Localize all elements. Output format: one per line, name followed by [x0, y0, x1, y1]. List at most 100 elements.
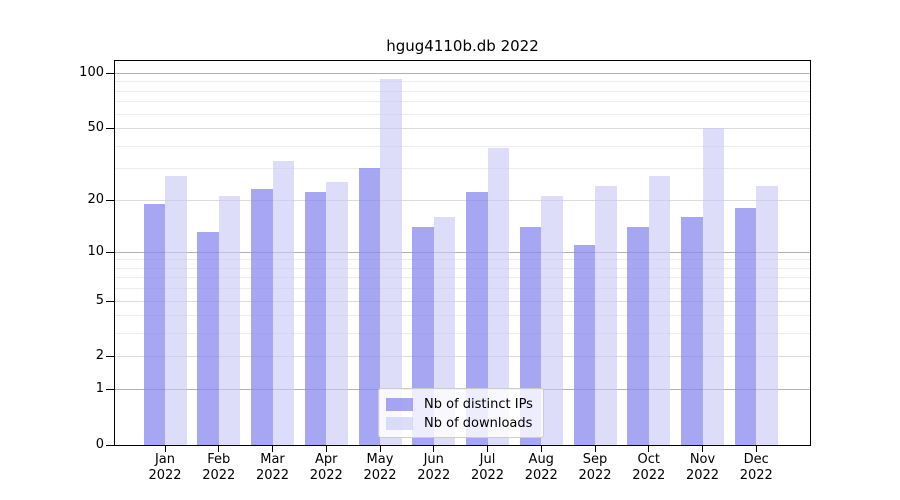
- x-tick-label-may: May: [366, 452, 394, 467]
- x-tick-label-aug: Aug: [528, 452, 554, 467]
- bar-downloads-dec: [756, 185, 778, 445]
- bar-downloads-jun: [433, 216, 456, 445]
- legend-swatch-distinct-ips: [386, 398, 413, 411]
- x-tick: [379, 446, 381, 452]
- x-tick-label-mar: Mar: [260, 452, 285, 467]
- x-tick: [755, 446, 757, 452]
- bar-distinct-ips-may: [358, 168, 380, 445]
- bar-downloads-feb: [218, 195, 241, 445]
- gridline-major: [115, 199, 810, 201]
- gridline-minor: [115, 333, 810, 335]
- x-tick-year-feb: 2022: [202, 468, 236, 483]
- x-tick-year-dec: 2022: [739, 468, 773, 483]
- x-tick-label-feb: Feb: [207, 452, 231, 467]
- x-tick-year-jul: 2022: [470, 468, 505, 483]
- y-tick-label: 20: [87, 191, 104, 207]
- bar-downloads-mar: [272, 160, 294, 445]
- gridline-minor: [115, 101, 810, 103]
- bar-downloads-oct: [648, 176, 671, 445]
- x-tick-year-jan: 2022: [148, 468, 182, 483]
- y-tick-label: 1: [95, 381, 104, 397]
- x-tick-label-nov: Nov: [689, 452, 716, 467]
- plot-area: Nb of distinct IPs Nb of downloads: [114, 60, 811, 446]
- legend-swatch-downloads: [386, 417, 413, 430]
- x-tick-year-may: 2022: [363, 468, 397, 483]
- y-tick: [106, 300, 114, 302]
- legend-label-downloads: Nb of downloads: [424, 416, 533, 431]
- bar-distinct-ips-dec: [734, 207, 757, 445]
- bar-distinct-ips-sep: [573, 244, 595, 445]
- x-tick-year-mar: 2022: [255, 468, 290, 483]
- gridline-minor: [115, 315, 810, 317]
- bar-downloads-aug: [541, 195, 563, 445]
- x-tick: [648, 446, 650, 452]
- x-tick-label-dec: Dec: [743, 452, 769, 467]
- x-tick: [487, 446, 488, 452]
- bar-downloads-may: [380, 78, 402, 445]
- gridline-minor: [115, 90, 810, 92]
- y-tick: [106, 128, 114, 130]
- bar-distinct-ips-jan: [143, 203, 165, 445]
- y-tick-label: 10: [87, 243, 104, 259]
- bar-distinct-ips-nov: [681, 216, 703, 445]
- bar-distinct-ips-apr: [304, 192, 327, 445]
- gridline-minor: [115, 168, 810, 170]
- gridline-minor: [115, 113, 810, 115]
- chart-title: hgug4110b.db 2022: [386, 37, 539, 55]
- x-tick-label-apr: Apr: [315, 452, 338, 467]
- x-tick: [702, 446, 703, 452]
- gridline-minor: [115, 277, 810, 279]
- legend-label-distinct-ips: Nb of distinct IPs: [424, 397, 533, 412]
- gridline-minor: [115, 288, 810, 290]
- legend: Nb of distinct IPs Nb of downloads: [378, 388, 544, 438]
- bar-distinct-ips-jul: [466, 192, 488, 445]
- gridline-major: [115, 128, 810, 130]
- x-tick: [272, 446, 273, 452]
- y-tick-label: 0: [95, 437, 104, 452]
- x-tick-year-sep: 2022: [578, 468, 612, 483]
- x-tick: [433, 446, 435, 452]
- x-tick: [540, 446, 542, 452]
- x-tick-year-aug: 2022: [524, 468, 558, 483]
- x-tick-year-oct: 2022: [632, 468, 666, 483]
- bar-downloads-jan: [165, 176, 187, 445]
- y-tick-label: 100: [79, 65, 104, 80]
- y-tick-label: 5: [95, 292, 104, 308]
- x-tick: [594, 446, 596, 452]
- y-tick-label: 50: [87, 120, 104, 136]
- gridline-minor: [115, 145, 810, 147]
- gridline-major: [115, 300, 810, 302]
- x-tick: [218, 446, 220, 452]
- bar-distinct-ips-feb: [197, 232, 219, 445]
- gridline-major: [115, 251, 810, 253]
- y-tick: [106, 251, 114, 253]
- gridline-minor: [115, 267, 810, 269]
- gridline-major: [115, 72, 810, 74]
- gridline-major: [115, 356, 810, 358]
- y-tick: [106, 199, 114, 201]
- y-tick-label: 2: [95, 348, 104, 364]
- x-tick: [164, 446, 166, 452]
- bar-downloads-nov: [702, 128, 724, 445]
- x-tick: [325, 446, 327, 452]
- x-tick-label-sep: Sep: [582, 452, 608, 467]
- bar-downloads-apr: [326, 182, 348, 445]
- gridline-minor: [115, 81, 810, 83]
- bar-downloads-jul: [487, 147, 509, 445]
- y-tick: [106, 389, 114, 391]
- legend-entry-downloads: Nb of downloads: [386, 414, 537, 433]
- y-tick: [106, 73, 114, 74]
- bar-distinct-ips-mar: [251, 188, 273, 445]
- x-tick-label-jul: Jul: [479, 452, 496, 467]
- x-tick-year-apr: 2022: [309, 468, 343, 483]
- bar-distinct-ips-oct: [627, 226, 649, 445]
- x-tick-label-jun: Jun: [423, 452, 444, 467]
- x-tick-year-nov: 2022: [685, 468, 720, 483]
- x-tick-label-jan: Jan: [154, 452, 176, 467]
- y-tick: [106, 356, 114, 358]
- x-tick-year-jun: 2022: [417, 468, 451, 483]
- x-tick-label-oct: Oct: [637, 452, 660, 467]
- bar-downloads-sep: [595, 185, 617, 445]
- gridline-minor: [115, 259, 810, 261]
